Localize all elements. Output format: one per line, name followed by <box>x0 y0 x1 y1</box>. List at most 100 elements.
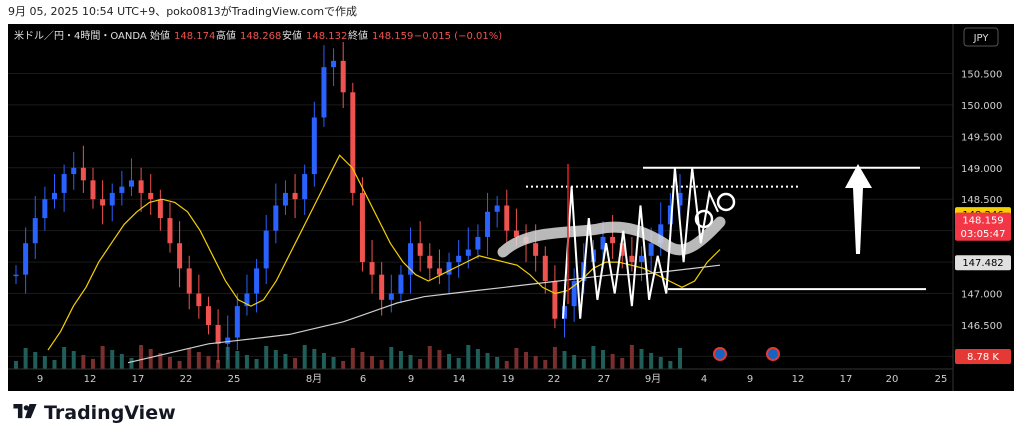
candle-body <box>225 337 231 344</box>
volume-bar <box>389 347 394 369</box>
candle-body <box>119 186 125 193</box>
volume-bar <box>216 360 221 369</box>
candle-body <box>186 268 192 294</box>
candle-body <box>42 199 48 219</box>
volume-bar <box>187 348 192 369</box>
volume-bar <box>572 355 577 369</box>
candle-body <box>80 167 86 181</box>
currency-label: JPY <box>973 33 990 44</box>
ohlc-value: 高値 <box>216 29 236 42</box>
volume-bars <box>14 345 682 369</box>
currency-button[interactable]: JPY <box>963 27 999 47</box>
volume-bar <box>129 358 134 369</box>
candle-body <box>254 268 260 294</box>
volume-bar <box>620 358 625 369</box>
pivot-circle <box>716 192 736 212</box>
ohlc-value: −0.015 (−0.01%) <box>414 31 502 42</box>
x-tick-label: 8月 <box>306 373 322 385</box>
candle-body <box>485 211 491 237</box>
chart-caption: 9月 05, 2025 10:54 UTC+9、poko0813がTrading… <box>8 5 358 18</box>
candle-body <box>533 243 539 256</box>
instrument-title: 米ドル／円・4時間・OANDA <box>14 29 147 42</box>
volume-bar <box>139 345 144 369</box>
volume-bar <box>562 351 567 369</box>
us-event-flag-icon <box>766 347 780 361</box>
candle-body <box>571 280 577 307</box>
candle-body <box>302 174 308 200</box>
ohlc-value: 148.174 <box>174 31 215 42</box>
candle-body <box>292 192 298 200</box>
volume-bar <box>293 358 298 369</box>
volume-bar <box>273 350 278 369</box>
candle-body <box>13 274 19 277</box>
trend-highlight-brush <box>497 216 726 258</box>
candle-body <box>379 274 385 300</box>
volume-bar <box>485 353 490 369</box>
tradingview-footer: TradingView <box>12 402 176 424</box>
candle-body <box>196 293 202 307</box>
volume-bar <box>678 348 682 369</box>
volume-bar <box>427 346 432 369</box>
candle-body <box>542 255 548 281</box>
volume-bar <box>110 350 115 369</box>
candle-body <box>398 274 404 294</box>
candle-body <box>446 262 452 275</box>
volume-bar <box>264 346 269 369</box>
volume-bar <box>90 359 95 369</box>
candle-body <box>138 180 144 193</box>
candle-body <box>71 167 77 175</box>
volume-bar <box>81 355 86 369</box>
volume-bar <box>447 354 452 369</box>
x-tick-label: 17 <box>840 374 853 385</box>
candle-body <box>369 262 375 275</box>
x-tick-label: 14 <box>453 374 466 385</box>
y-tick-label: 147.000 <box>961 290 1002 301</box>
candle-body <box>51 192 57 200</box>
volume-bar <box>177 361 182 369</box>
volume-bar <box>610 354 615 369</box>
candle-body <box>513 230 519 237</box>
x-tick-label: 17 <box>132 374 145 385</box>
volume-bar <box>370 356 375 369</box>
moving-averages <box>47 154 721 364</box>
price-chart[interactable]: 146.000146.500147.000147.500148.000148.5… <box>8 24 1014 391</box>
ohlc-value: 148.159 <box>372 31 413 42</box>
candle-body <box>282 192 288 206</box>
chart-panel[interactable]: 146.000146.500147.000147.500148.000148.5… <box>8 24 1014 391</box>
volume-bar <box>71 351 76 369</box>
candle-body <box>456 255 462 263</box>
candle-body <box>600 236 606 250</box>
volume-bar <box>14 361 18 369</box>
candle-body <box>639 255 645 263</box>
x-tick-label: 20 <box>886 374 899 385</box>
candle-body <box>388 293 394 300</box>
candle-body <box>273 205 279 231</box>
volume-bar <box>418 359 423 369</box>
volume-bar <box>552 347 557 369</box>
volume-bar <box>629 345 634 369</box>
ma-slow-line <box>127 264 721 364</box>
ohlc-value: 安値 <box>282 29 302 42</box>
volume-bar <box>350 348 355 369</box>
candle-body <box>417 243 423 256</box>
volume-bar <box>302 345 307 369</box>
y-tick-label: 149.500 <box>961 132 1002 143</box>
volume-bar <box>100 346 105 369</box>
candle-body <box>148 192 154 200</box>
candle-body <box>494 205 500 212</box>
volume-bar <box>658 357 663 369</box>
volume-bar <box>504 361 509 369</box>
volume-bar <box>341 361 346 369</box>
x-tick-label: 12 <box>792 374 805 385</box>
candle-body <box>465 249 471 256</box>
candle-body <box>321 67 327 118</box>
candle-body <box>359 192 365 263</box>
candle-body <box>475 236 481 250</box>
volume-bar <box>167 357 172 369</box>
candle-body <box>629 255 635 263</box>
ohlc-value: 始値 <box>150 29 170 42</box>
price-tag <box>955 212 1011 228</box>
candle-body <box>157 199 163 219</box>
volume-bar <box>235 351 240 369</box>
candle-body <box>263 230 269 269</box>
